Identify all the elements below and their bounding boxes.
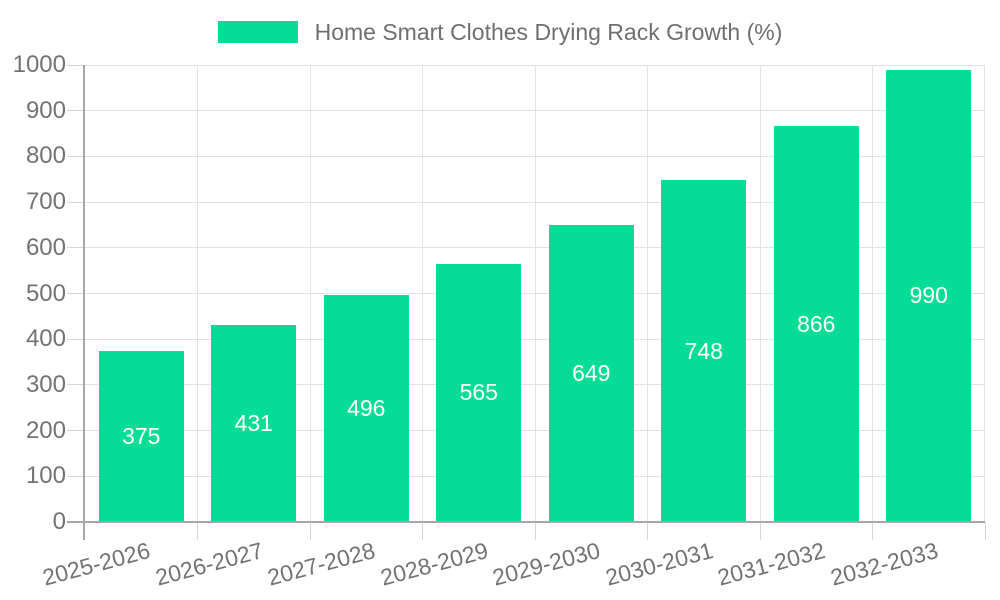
y-tick-label: 700 — [25, 188, 66, 216]
bar-value-label: 866 — [797, 310, 836, 337]
x-tick-mark — [984, 522, 986, 540]
bar[interactable]: 990 — [886, 69, 972, 522]
y-tick-label: 200 — [25, 416, 66, 444]
y-tick-mark — [67, 155, 85, 157]
bar[interactable]: 866 — [773, 126, 859, 522]
x-tick-mark — [422, 522, 423, 540]
x-gridline — [534, 65, 536, 522]
y-tick-mark — [67, 384, 85, 386]
y-tick-label: 1000 — [12, 51, 66, 78]
y-tick-label: 300 — [25, 370, 66, 398]
x-tick-mark — [534, 522, 536, 540]
chart-legend[interactable]: Home Smart Clothes Drying Rack Growth (%… — [0, 18, 1000, 46]
y-tick-mark — [67, 430, 85, 432]
x-tick-label: 2031-2032 — [714, 537, 828, 591]
bar-value-label: 375 — [122, 422, 161, 449]
y-axis-line — [83, 65, 85, 540]
bar-value-label: 748 — [684, 337, 723, 364]
bar[interactable]: 431 — [211, 325, 297, 522]
x-tick-label: 2028-2029 — [377, 537, 491, 591]
x-gridline — [759, 65, 761, 522]
bar-value-label: 496 — [347, 395, 386, 422]
bar-value-label: 431 — [234, 410, 273, 437]
x-tick-label: 2032-2033 — [827, 537, 941, 591]
x-gridline — [983, 65, 985, 522]
y-tick-mark — [67, 201, 85, 203]
x-tick-mark — [309, 522, 311, 540]
legend-swatch — [217, 21, 298, 43]
x-tick-label: 2025-2026 — [39, 537, 153, 591]
bar-value-label: 990 — [909, 282, 948, 309]
x-tick-mark — [647, 522, 648, 540]
x-tick-mark — [197, 522, 198, 540]
bar[interactable]: 496 — [323, 295, 409, 522]
x-gridline — [647, 65, 648, 522]
bar[interactable]: 748 — [661, 180, 747, 522]
y-tick-mark — [67, 247, 85, 249]
y-tick-label: 400 — [25, 325, 66, 353]
bar[interactable]: 565 — [436, 263, 522, 522]
y-tick-mark — [67, 338, 85, 340]
x-tick-label: 2027-2028 — [264, 537, 378, 591]
y-tick-label: 100 — [25, 462, 66, 490]
x-gridline — [872, 65, 873, 522]
legend-label: Home Smart Clothes Drying Rack Growth (%… — [314, 18, 783, 45]
y-tick-mark — [67, 293, 85, 294]
x-gridline — [197, 65, 198, 522]
x-tick-label: 2030-2031 — [602, 537, 716, 591]
bar-value-label: 565 — [459, 379, 498, 406]
x-tick-label: 2029-2030 — [489, 537, 603, 591]
y-tick-label: 600 — [25, 233, 66, 261]
x-tick-mark — [759, 522, 761, 540]
plot-area: 375 431 496 565 649 748 866 990 — [85, 64, 985, 522]
x-gridline — [422, 65, 423, 522]
y-tick-label: 900 — [25, 96, 66, 124]
y-tick-label: 0 — [52, 508, 66, 535]
bar[interactable]: 375 — [98, 350, 184, 522]
y-tick-mark — [67, 64, 85, 66]
y-tick-mark — [67, 475, 85, 477]
bar[interactable]: 649 — [548, 225, 634, 522]
x-gridline — [309, 65, 311, 522]
bar-value-label: 649 — [572, 360, 611, 387]
y-tick-label: 800 — [25, 142, 66, 170]
x-tick-label: 2026-2027 — [152, 537, 266, 591]
y-tick-label: 500 — [25, 279, 66, 307]
x-tick-mark — [872, 522, 873, 540]
y-tick-mark — [67, 110, 85, 112]
x-axis-line — [67, 521, 985, 523]
